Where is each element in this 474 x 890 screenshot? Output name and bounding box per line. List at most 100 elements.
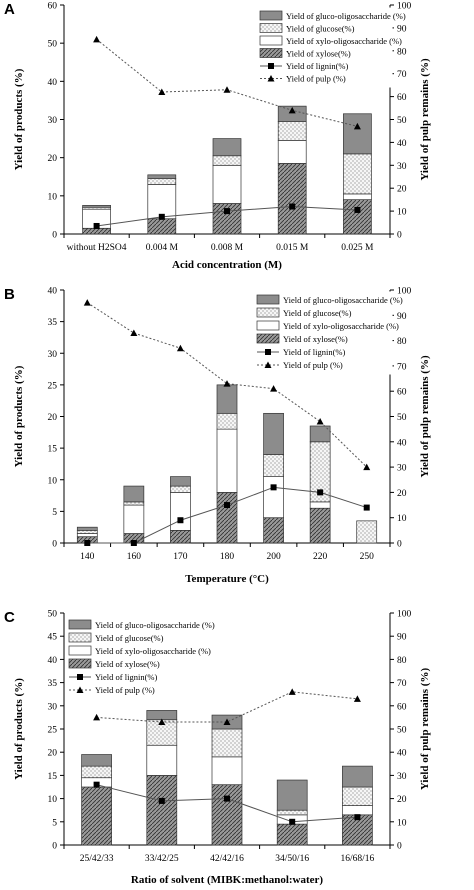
- bar-segment-gluco-oligo: [263, 412, 284, 455]
- lignin-point: [354, 814, 361, 821]
- bar-segment-gluco-oligo: [342, 765, 373, 788]
- y2-tick-label: 90: [397, 312, 407, 322]
- bar-segment-glucose: [212, 155, 242, 166]
- y2-tick-label: 100: [397, 287, 412, 297]
- lignin-point: [224, 795, 230, 802]
- pulp-point: [83, 299, 91, 306]
- y-tick-label: 10: [48, 192, 58, 202]
- bar-segment-gluco-oligo: [212, 138, 242, 157]
- pulp-point: [223, 718, 231, 726]
- lignin-point: [158, 797, 165, 804]
- pulp-point: [353, 695, 361, 702]
- pulp-point: [270, 385, 278, 392]
- legend-label-xylose: Yield of xylose(%): [286, 49, 351, 59]
- legend-box: [254, 291, 393, 375]
- x-tick-label: 0.015 M: [276, 243, 309, 253]
- pulp-point: [353, 122, 361, 130]
- bar-segment-gluco-oligo: [123, 485, 145, 503]
- legend-swatch-glucose: [256, 307, 280, 318]
- y2-tick-label: 50: [397, 116, 407, 126]
- bar-segment-xylose: [343, 199, 372, 235]
- y-tick-label: 20: [48, 154, 58, 164]
- y-tick-label: 45: [48, 633, 58, 643]
- pulp-point: [316, 418, 324, 425]
- y2-tick-label: 80: [397, 337, 407, 347]
- legend-label-xylose: Yield of xylose(%): [95, 659, 160, 669]
- bar-segment-xylose: [276, 823, 308, 846]
- bar-segment-xylose: [211, 784, 243, 846]
- legend-box: [257, 7, 393, 88]
- y-tick-label: 5: [52, 508, 57, 518]
- y-axis-title: Yield of products (%): [13, 68, 25, 170]
- x-axis-title: Acid concentration (M): [172, 259, 282, 271]
- legend-label-glucose: Yield of glucose(%): [283, 308, 352, 318]
- bar-segment-xylose: [81, 786, 112, 846]
- lignin-point: [224, 208, 230, 215]
- legend-swatch-lignin-marker: [77, 674, 83, 680]
- bar-segment-xylose: [147, 218, 177, 235]
- y-tick-label: 40: [48, 287, 58, 297]
- lignin-point: [224, 502, 230, 509]
- y2-tick-label: 10: [397, 818, 407, 828]
- legend-swatch-xylo-oligo: [259, 35, 283, 46]
- y-tick-label: 15: [48, 445, 58, 455]
- x-axis-title: Temperature (°C): [185, 573, 269, 585]
- lignin-point: [289, 818, 296, 825]
- legend-label-pulp: Yield of pulp (%): [283, 360, 343, 370]
- bar-segment-glucose: [343, 153, 372, 195]
- bar-segment-gluco-oligo: [170, 476, 191, 487]
- panel-letter: A: [4, 1, 15, 18]
- legend-swatch-glucose: [259, 23, 283, 33]
- legend-swatch-glucose: [68, 632, 92, 643]
- lignin-point: [93, 781, 100, 788]
- y-tick-label: 20: [48, 413, 58, 423]
- y-tick-label: 40: [48, 78, 58, 88]
- bar-segment-xylose: [82, 227, 111, 235]
- y-tick-label: 30: [48, 350, 58, 360]
- bar-segment-gluco-oligo: [276, 779, 308, 811]
- bar-segment-gluco-oligo: [76, 526, 98, 531]
- y2-tick-label: 30: [397, 162, 407, 172]
- legend-swatch-lignin-marker: [265, 349, 271, 355]
- legend-label-gluco-oligo: Yield of gluco-oligosaccharide (%): [95, 620, 215, 630]
- bar-segment-xylose: [146, 775, 178, 846]
- y2-tick-label: 20: [397, 489, 407, 499]
- y2-tick-label: 70: [397, 679, 407, 689]
- bar-segment-xylo-oligo: [263, 476, 284, 519]
- bar-segment-xylose: [170, 529, 191, 544]
- y2-tick-label: 30: [397, 464, 407, 474]
- y2-tick-label: 80: [397, 656, 407, 666]
- bar-segment-xylose: [309, 507, 331, 544]
- y-tick-label: 50: [48, 40, 58, 50]
- y-tick-label: 35: [48, 318, 58, 328]
- panel-letter: C: [4, 609, 15, 626]
- legend-label-xylo-oligo: Yield of xylo-oligosaccharide (%): [95, 646, 211, 656]
- panel-a: A 0 10 20 30 40 50 60 0 10 20 30 40 50 60 70 80 90 100 with…: [4, 1, 431, 271]
- lignin-point: [363, 504, 370, 511]
- y2-tick-label: 100: [397, 610, 412, 620]
- y2-tick-label: 30: [397, 772, 407, 782]
- y2-tick-label: 90: [397, 633, 407, 643]
- y-axis-title: Yield of products (%): [13, 365, 25, 467]
- lignin-point: [177, 517, 184, 524]
- x-tick-label: without H2SO4: [67, 243, 127, 253]
- legend-label-xylo-oligo: Yield of xylo-oligosaccharide (%): [283, 321, 399, 331]
- bar-segment-xylo-oligo: [309, 501, 331, 509]
- bar-segment-gluco-oligo: [82, 205, 111, 208]
- legend-swatch-gluco-oligo: [68, 619, 92, 630]
- legend-swatch-pulp-marker: [264, 361, 272, 368]
- legend-label-gluco-oligo: Yield of gluco-oligosaccharide (%): [286, 11, 406, 21]
- legend-label-glucose: Yield of glucose(%): [95, 633, 164, 643]
- panel-c: C 0 5 10 15 20 25 30 35 40 45 50 0 10 20 30 40 50 60 70 80 90…: [4, 609, 431, 886]
- bar-segment-glucose: [170, 485, 191, 493]
- y-tick-label: 25: [48, 381, 58, 391]
- bar-segment-glucose: [276, 809, 308, 816]
- lignin-point: [289, 203, 296, 210]
- legend-swatch-xylose: [68, 658, 92, 669]
- bar-segment-xylose: [216, 492, 238, 544]
- y2-tick-label: 0: [397, 231, 402, 241]
- bar-segment-xylo-oligo: [146, 744, 178, 776]
- y-tick-label: 40: [48, 656, 58, 666]
- y2-tick-label: 40: [397, 438, 407, 448]
